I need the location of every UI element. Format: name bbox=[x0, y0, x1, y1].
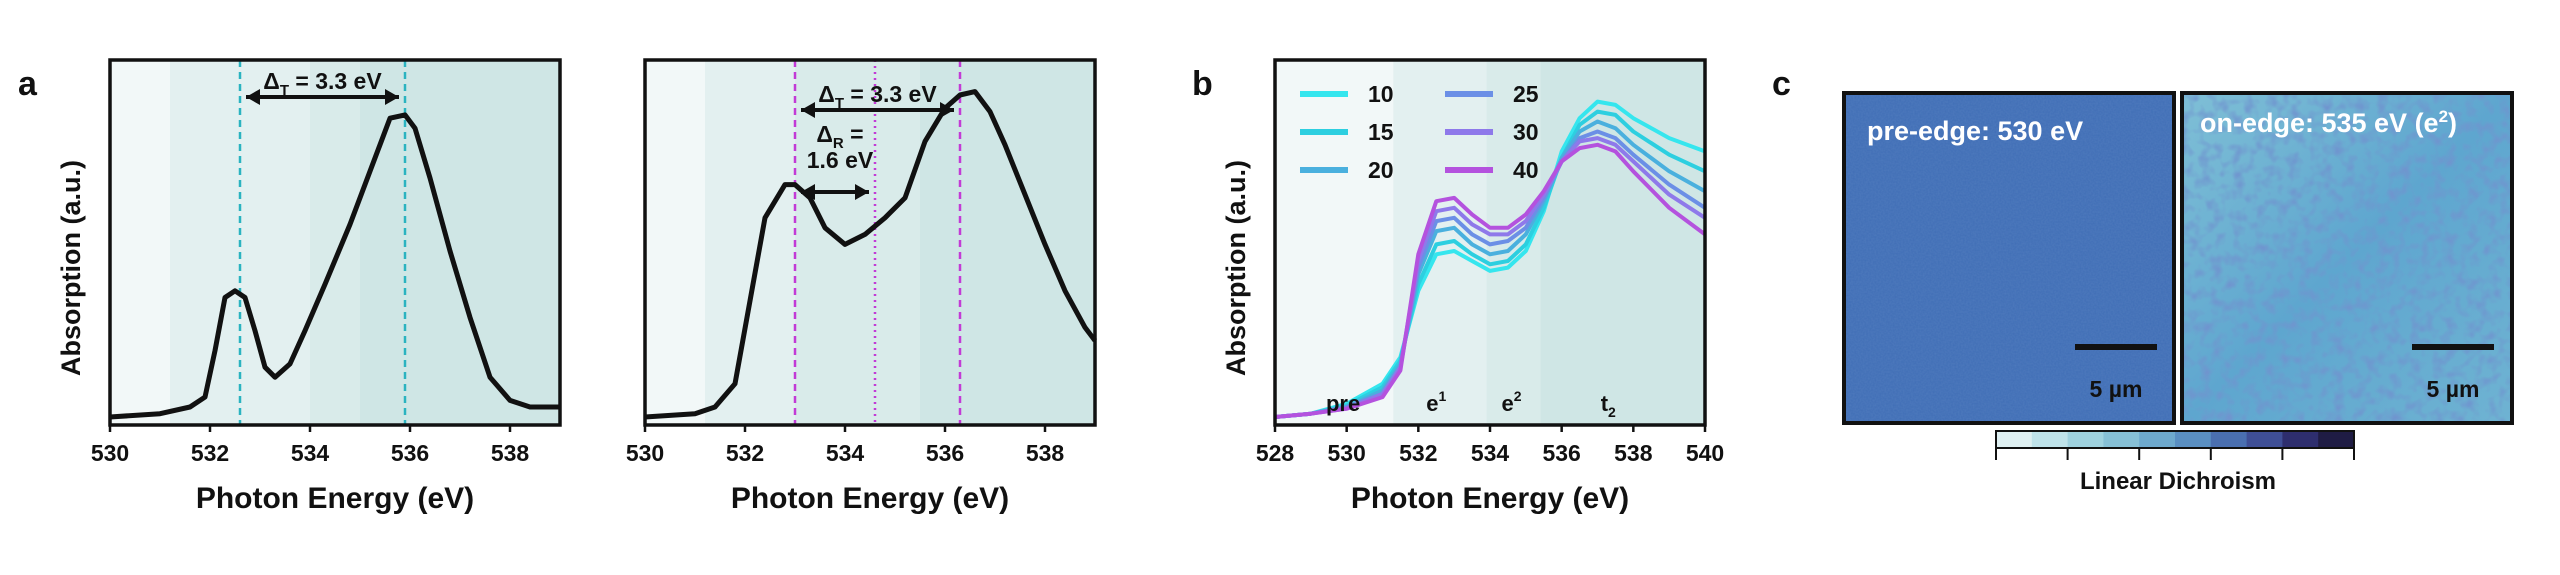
pre-edge-grain bbox=[1846, 95, 2172, 421]
a-left-arrow-head-right bbox=[385, 89, 399, 105]
a-left-tick-label: 530 bbox=[91, 440, 129, 466]
a-left-band bbox=[310, 60, 360, 425]
b-band bbox=[1540, 60, 1705, 425]
a-left-band bbox=[360, 60, 560, 425]
region-label-sup: 2 bbox=[1514, 388, 1522, 404]
b-tick-label: 536 bbox=[1542, 440, 1580, 466]
annotation-sub: T bbox=[835, 95, 844, 112]
b-region-label: t2 bbox=[1601, 391, 1616, 420]
a-left-tick-label: 538 bbox=[491, 440, 530, 466]
a-right-annotation-label: ΔR = bbox=[816, 121, 863, 152]
region-label-sub: 2 bbox=[1608, 404, 1616, 420]
annotation-delta: Δ bbox=[263, 68, 280, 94]
a-right-tick-label: 536 bbox=[926, 440, 964, 466]
colorbar-segment bbox=[2318, 431, 2355, 448]
b-ylabel: Absorption (a.u.) bbox=[1221, 160, 1251, 376]
a-right-tick-label: 538 bbox=[1026, 440, 1065, 466]
b-tick-label: 532 bbox=[1399, 440, 1437, 466]
a-right-annotation-label: ΔT = 3.3 eV bbox=[818, 81, 937, 112]
on-edge-title: on-edge: 535 eV (e2) bbox=[2200, 107, 2457, 138]
annotation-delta: Δ bbox=[818, 81, 835, 107]
annotation-sub: T bbox=[280, 82, 289, 99]
legend-label-10: 10 bbox=[1368, 81, 1394, 107]
colorbar-segment bbox=[2210, 431, 2248, 448]
legend-label-20: 20 bbox=[1368, 157, 1394, 183]
a-left-xlabel: Photon Energy (eV) bbox=[196, 482, 474, 515]
b-region-label: e1 bbox=[1426, 388, 1446, 416]
colorbar-segment bbox=[2103, 431, 2140, 448]
b-tick-label: 534 bbox=[1471, 440, 1510, 466]
annotation-sub: R bbox=[833, 135, 844, 152]
colorbar-frame bbox=[1995, 430, 2355, 449]
colorbar-segment bbox=[2246, 431, 2283, 448]
panel-c: pre-edge: 530 eV 5 µm on-edge: 535 eV (e… bbox=[1842, 91, 2514, 495]
pre-edge-title: pre-edge: 530 eV bbox=[1867, 116, 2083, 146]
pre-edge-scale-label: 5 µm bbox=[2090, 376, 2143, 402]
b-region-label: pre bbox=[1326, 391, 1360, 416]
a-left-arrow-head-left bbox=[246, 89, 260, 105]
a-left-series-line bbox=[109, 112, 560, 420]
b-band bbox=[1275, 60, 1394, 425]
colorbar-segment bbox=[1996, 431, 2033, 448]
a-right-arrow-head-right bbox=[940, 102, 954, 118]
a-right-band bbox=[795, 60, 920, 425]
a-right-annotation-label-line2: 1.6 eV bbox=[807, 147, 874, 173]
a-right-band bbox=[705, 60, 795, 425]
a-left-annotation-label: ΔT = 3.3 eV bbox=[263, 68, 382, 99]
on-edge-texture bbox=[2184, 95, 2510, 421]
colorbar-segment bbox=[2282, 431, 2319, 448]
a-right-arrow-head-right bbox=[855, 184, 869, 200]
a-left-ylabel: Absorption (a.u.) bbox=[56, 160, 86, 376]
legend-label-25: 25 bbox=[1513, 81, 1539, 107]
b-tick-label: 528 bbox=[1256, 440, 1295, 466]
region-label-main: pre bbox=[1326, 391, 1360, 416]
a-left-tick-label: 534 bbox=[291, 440, 330, 466]
legend-label-40: 40 bbox=[1513, 157, 1539, 183]
a-left-band bbox=[110, 60, 170, 425]
b-series-line-40 bbox=[1274, 142, 1707, 419]
a-right-band bbox=[920, 60, 1095, 425]
b-tick-label: 538 bbox=[1614, 440, 1653, 466]
colorbar-segment bbox=[2175, 431, 2212, 448]
b-xlabel: Photon Energy (eV) bbox=[1351, 482, 1629, 515]
region-label-sup: 1 bbox=[1438, 388, 1446, 404]
region-label-main: t bbox=[1601, 391, 1609, 416]
annotation-delta: Δ bbox=[816, 121, 833, 147]
region-label-main: e bbox=[1501, 391, 1513, 416]
a-right-arrow-head-left bbox=[801, 184, 815, 200]
plot-a-left: 530 532 534 536 538 ΔT = 3.3 eV bbox=[91, 58, 562, 466]
colorbar bbox=[1995, 430, 2355, 460]
a-right-tick-label: 530 bbox=[626, 440, 664, 466]
a-right-frame bbox=[643, 58, 1097, 427]
colorbar-segment bbox=[2031, 431, 2069, 448]
a-right-tick-label: 532 bbox=[726, 440, 764, 466]
a-left-tick-label: 536 bbox=[391, 440, 429, 466]
a-right-tick-label: 534 bbox=[826, 440, 865, 466]
b-region-label: e2 bbox=[1501, 388, 1521, 416]
b-tick-label: 540 bbox=[1686, 440, 1724, 466]
legend-label-30: 30 bbox=[1513, 119, 1539, 145]
annotation-rest: = 3.3 eV bbox=[844, 81, 937, 107]
colorbar-segment bbox=[2139, 431, 2176, 448]
a-left-tick-label: 532 bbox=[191, 440, 229, 466]
colorbar-label: Linear Dichroism bbox=[2080, 468, 2276, 495]
panel-letter-c: c bbox=[1772, 65, 1791, 103]
a-right-arrow-head-left bbox=[801, 102, 815, 118]
a-left-frame bbox=[108, 58, 562, 427]
a-right-xlabel: Photon Energy (eV) bbox=[731, 482, 1009, 515]
legend-label-15: 15 bbox=[1368, 119, 1394, 145]
region-label-main: e bbox=[1426, 391, 1438, 416]
b-tick-label: 530 bbox=[1327, 440, 1365, 466]
a-right-band bbox=[645, 60, 705, 425]
annotation-rest: = bbox=[844, 121, 864, 147]
on-edge-scale-label: 5 µm bbox=[2427, 376, 2480, 402]
panel-letter-a: a bbox=[18, 65, 38, 103]
panel-letter-b: b bbox=[1192, 65, 1213, 103]
colorbar-segment bbox=[2067, 431, 2104, 448]
a-right-series-line bbox=[644, 89, 1097, 420]
annotation-rest: = 3.3 eV bbox=[289, 68, 382, 94]
